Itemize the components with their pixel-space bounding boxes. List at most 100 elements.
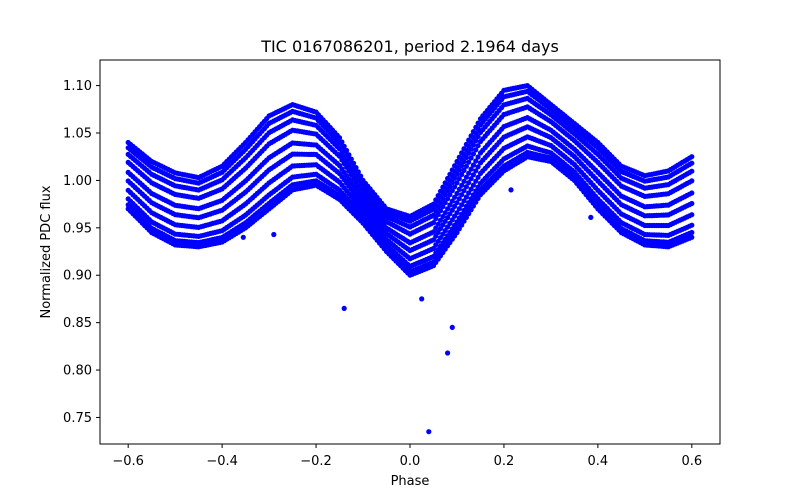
data-point — [344, 147, 350, 154]
data-point — [689, 222, 695, 228]
outlier-point — [508, 187, 514, 193]
data-point — [470, 172, 476, 178]
data-point — [346, 152, 352, 158]
data-point — [447, 192, 453, 198]
data-point — [454, 219, 460, 225]
data-point — [442, 210, 448, 216]
data-point — [452, 184, 458, 190]
outlier-point — [426, 429, 432, 435]
data-point — [689, 160, 695, 166]
y-axis-label: Normalized PDC flux — [39, 185, 54, 318]
data-point — [468, 176, 474, 182]
data-point — [459, 202, 465, 208]
data-point — [459, 192, 465, 198]
data-point — [468, 133, 474, 139]
data-point — [454, 190, 460, 197]
data-point — [470, 182, 476, 188]
data-point — [468, 186, 474, 192]
data-point — [445, 175, 451, 182]
data-point — [475, 174, 481, 180]
data-point — [470, 151, 476, 157]
data-point — [440, 204, 446, 210]
x-tick-label: 0.2 — [494, 454, 515, 469]
data-point — [473, 188, 479, 194]
data-point — [473, 168, 479, 174]
data-point — [475, 184, 481, 190]
data-point — [433, 197, 439, 203]
data-point — [435, 193, 441, 199]
y-tick-label: 0.75 — [63, 411, 92, 426]
data-point — [435, 221, 441, 227]
data-point — [447, 202, 453, 208]
data-point — [440, 213, 446, 220]
data-point — [461, 207, 467, 213]
data-point — [463, 203, 469, 209]
data-point — [463, 184, 469, 190]
data-point — [473, 124, 479, 130]
data-point — [461, 167, 467, 173]
y-axis: 0.75 0.80 0.85 0.90 0.95 1.00 1.05 1.10 — [63, 79, 100, 426]
data-point — [341, 143, 347, 149]
data-point — [348, 156, 354, 162]
data-point — [461, 188, 467, 194]
data-point — [437, 217, 444, 223]
x-tick-label: −0.6 — [112, 454, 144, 469]
data-point — [437, 188, 444, 194]
data-point — [466, 137, 472, 143]
data-point — [442, 180, 448, 186]
data-point — [456, 186, 462, 192]
data-point — [475, 154, 481, 160]
data-point — [456, 176, 462, 182]
outlier-point — [271, 231, 277, 238]
x-axis-label: Phase — [391, 474, 430, 489]
data-point — [353, 165, 359, 171]
data-point — [449, 198, 455, 204]
data-point — [463, 163, 469, 169]
data-point — [456, 196, 462, 202]
x-tick-label: 0.4 — [588, 454, 609, 469]
chart-title: TIC 0167086201, period 2.1964 days — [260, 37, 559, 56]
data-point — [463, 194, 469, 200]
data-point — [454, 180, 460, 186]
x-tick-label: −0.4 — [206, 454, 238, 469]
data-point — [468, 166, 474, 172]
data-point — [466, 190, 472, 196]
data-point — [689, 200, 695, 207]
data-point — [339, 139, 345, 145]
data-point — [689, 154, 695, 160]
data-point — [470, 162, 476, 168]
y-tick-label: 1.00 — [63, 174, 92, 189]
data-point — [466, 180, 472, 186]
data-point — [351, 160, 357, 166]
x-axis: −0.6 −0.4 −0.2 0.0 0.2 0.4 0.6 — [112, 444, 702, 469]
outlier-point — [588, 214, 594, 220]
x-tick-label: 0.0 — [400, 454, 421, 469]
data-point — [445, 215, 451, 221]
data-point — [442, 218, 448, 224]
data-point — [473, 178, 479, 184]
outlier-point — [445, 350, 451, 356]
data-point — [452, 163, 458, 169]
data-point — [454, 158, 460, 165]
data-point — [463, 141, 469, 147]
data-point — [449, 188, 455, 194]
data-point — [447, 171, 453, 177]
data-point — [459, 182, 465, 188]
data-point — [454, 210, 460, 216]
x-tick-label: −0.2 — [300, 454, 332, 469]
outlier-point — [449, 324, 455, 330]
data-point — [461, 146, 467, 152]
data-point — [463, 174, 469, 180]
data-point — [445, 196, 451, 202]
data-points — [125, 83, 695, 435]
data-point — [475, 164, 481, 170]
outlier-point — [240, 234, 246, 240]
data-point — [475, 120, 481, 126]
data-point — [461, 198, 467, 204]
data-point — [445, 206, 451, 212]
data-point — [470, 192, 476, 198]
y-tick-label: 1.10 — [63, 79, 92, 94]
data-point — [459, 211, 465, 217]
data-point — [430, 220, 437, 226]
data-point — [355, 169, 361, 175]
